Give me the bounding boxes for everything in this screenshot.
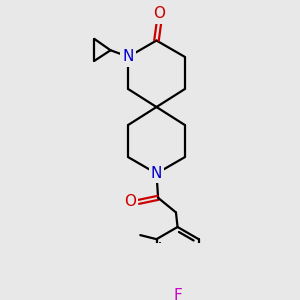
Text: F: F [173, 288, 182, 300]
Text: N: N [123, 49, 134, 64]
Text: O: O [124, 194, 136, 209]
Text: O: O [153, 6, 165, 21]
Text: N: N [151, 166, 162, 181]
